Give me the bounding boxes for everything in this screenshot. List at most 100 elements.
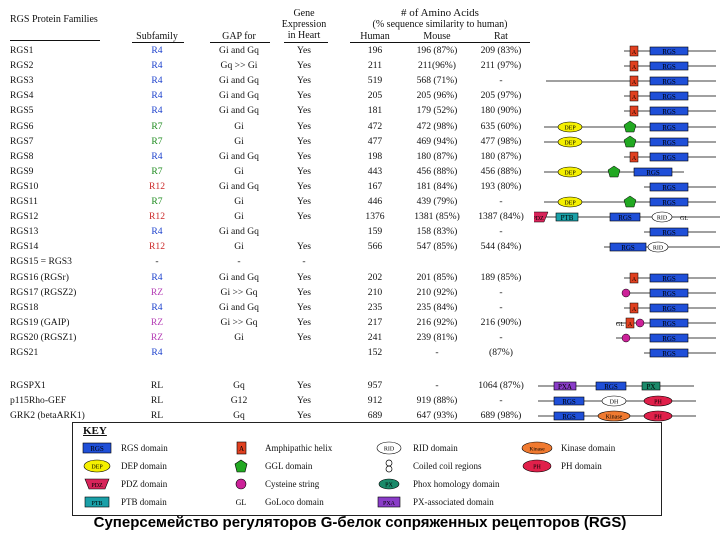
protein-name: RGS15 = RGS3: [10, 256, 72, 268]
amphipathic-helix-icon: [629, 151, 639, 162]
header-underline: [210, 42, 270, 43]
pdz-domain-icon: [534, 211, 549, 223]
ph-key-label: PH: [533, 465, 541, 471]
rat-aa-cell: (87%): [489, 347, 513, 358]
table-row: RGS11 R7 Gi Yes 446 439 (79%) - DEP RGS: [0, 195, 720, 209]
gap-cell: Gi and Gq: [219, 75, 259, 87]
protein-name: RGS17 (RGSZ2): [10, 286, 77, 298]
amphipathic-helix-label: A: [628, 322, 633, 328]
domain-diagram: PDZ PTB RGS RID GL: [534, 211, 720, 223]
mouse-aa-cell: 216 (92%): [416, 316, 458, 328]
subfamily-cell: R4: [151, 226, 163, 238]
rid-domain-icon-label: RID: [653, 246, 664, 252]
table-row: RGS3 R4 Gi and Gq Yes 519 568 (71%) - A RGS: [0, 74, 720, 88]
amphipathic-helix-icon: [629, 91, 639, 102]
key-title: KEY: [83, 425, 107, 437]
rgs-domain-box-label: RGS: [604, 383, 618, 391]
ph-domain-icon: [643, 410, 673, 422]
protein-name: RGS11: [10, 196, 38, 207]
gene-expression-cell: Yes: [297, 271, 311, 283]
table-row: RGS20 (RGSZ1) RZ Gi Yes 241 239 (81%) - RGS: [0, 331, 720, 345]
gap-cell: Gi and Gq: [219, 271, 259, 283]
amphipathic-helix-icon: [629, 75, 639, 87]
dh-domain-icon-label: DH: [610, 400, 619, 406]
table-row: RGS4 R4 Gi and Gq Yes 205 205 (96%) 205 (97%) A…: [0, 89, 720, 103]
rid-domain-icon: [647, 241, 669, 253]
rgs-domain-box: [609, 242, 647, 252]
header-subfamily: Subfamily: [136, 31, 178, 42]
amphipathic-helix-icon: [629, 302, 639, 313]
rgs-domain-box: [633, 167, 673, 177]
pxa-key-icon: PXA: [377, 496, 401, 508]
domain-diagram: RGS Kinase PH: [538, 410, 696, 422]
domain-diagram: RGS: [644, 227, 716, 237]
rat-aa-cell: 635 (60%): [480, 120, 522, 132]
rgs-domain-box-label: RGS: [646, 169, 660, 177]
amphipathic-helix-label: A: [632, 110, 637, 116]
gene-expression-cell: -: [302, 256, 306, 268]
gap-cell: Gi and Gq: [219, 180, 259, 192]
dh-domain-icon: [601, 395, 627, 407]
pxa-domain-box: [553, 381, 577, 391]
subfamily-cell: R7: [151, 165, 163, 177]
dep-domain-icon: [557, 121, 583, 132]
key-item-label: DEP domain: [121, 461, 167, 471]
domain-diagram: A RGS: [546, 75, 716, 87]
subfamily-cell: R4: [151, 150, 163, 162]
pdz-key-label: PDZ: [91, 483, 103, 489]
px-domain-box-label: PX: [647, 383, 656, 391]
gap-cell: Gi: [234, 135, 244, 147]
gene-expression-cell: Yes: [297, 45, 311, 56]
dep-domain-icon-label: DEP: [564, 201, 576, 207]
gap-cell: G12: [230, 395, 248, 407]
header-rat: Rat: [494, 31, 508, 42]
rid-key-label: RID: [384, 447, 395, 453]
table-row: RGS5 R4 Gi and Gq Yes 181 179 (52%) 180 (90%) A…: [0, 104, 720, 118]
dep-domain-icon-label: DEP: [564, 170, 576, 176]
rat-aa-cell: 1387 (84%): [478, 211, 524, 223]
rgs-domain-box-label: RGS: [662, 290, 676, 298]
pxa-key-label: PXA: [383, 501, 396, 507]
subfamily-cell: RL: [150, 410, 164, 422]
human-aa-cell: 210: [367, 286, 383, 298]
mouse-aa-cell: 235 (84%): [416, 301, 458, 313]
mouse-aa-cell: 469 (94%): [416, 135, 458, 147]
ggl-domain-icon: [623, 135, 637, 147]
human-aa-cell: 912: [367, 395, 383, 407]
subfamily-cell: R4: [151, 301, 163, 313]
domain-diagram: PXA RGS PX: [538, 381, 694, 391]
gene-expression-cell: Yes: [297, 90, 311, 102]
subfamily-cell: RZ: [150, 331, 164, 343]
human-aa-cell: 211: [367, 60, 383, 72]
subfamily-cell: R4: [151, 347, 163, 358]
table-row: GRK2 (betaARK1) RL Gq Yes 689 647 (93%) 689 (9…: [0, 409, 720, 423]
subfamily-cell: R4: [151, 90, 163, 102]
gene-expression-cell: Yes: [297, 75, 311, 87]
gene-expression-cell: Yes: [297, 395, 311, 407]
table-row: RGS17 (RGSZ2) RZ Gi >> Gq Yes 210 210 (92%) - R…: [0, 286, 720, 300]
rgs-domain-box: [553, 396, 585, 406]
gap-cell: Gq >> Gi: [220, 60, 258, 72]
subfamily-cell: RL: [150, 380, 164, 392]
ph-domain-icon: [643, 395, 673, 407]
protein-name: RGS10: [10, 180, 39, 192]
domain-diagram: A RGS: [624, 45, 716, 57]
rgs-domain-box-label: RGS: [662, 305, 676, 313]
rgs-domain-box: [649, 76, 689, 86]
key-item-label: Phox homology domain: [413, 479, 500, 489]
rid-domain-icon-label: RID: [657, 216, 668, 222]
mouse-aa-cell: 196 (87%): [416, 45, 458, 56]
table-row: p115Rho-GEF RL G12 Yes 912 919 (88%) - RGS DH PH: [0, 394, 720, 408]
rgs-domain-box: [649, 182, 689, 192]
rgs-domain-box: [649, 137, 689, 146]
rgs-domain-box: [649, 46, 689, 56]
subfamily-cell: R7: [151, 120, 163, 132]
rgs-domain-box-label: RGS: [662, 229, 676, 237]
human-aa-cell: 198: [367, 150, 383, 162]
key-item-label: RGS domain: [121, 443, 168, 453]
subfamily-cell: R4: [151, 105, 163, 117]
domain-diagram: A RGS: [624, 272, 716, 283]
domain-diagram: RGS RID: [604, 241, 720, 253]
amphipathic-helix-icon: [629, 45, 639, 57]
caption: Суперсемейство регуляторов G-белок сопря…: [93, 514, 627, 531]
